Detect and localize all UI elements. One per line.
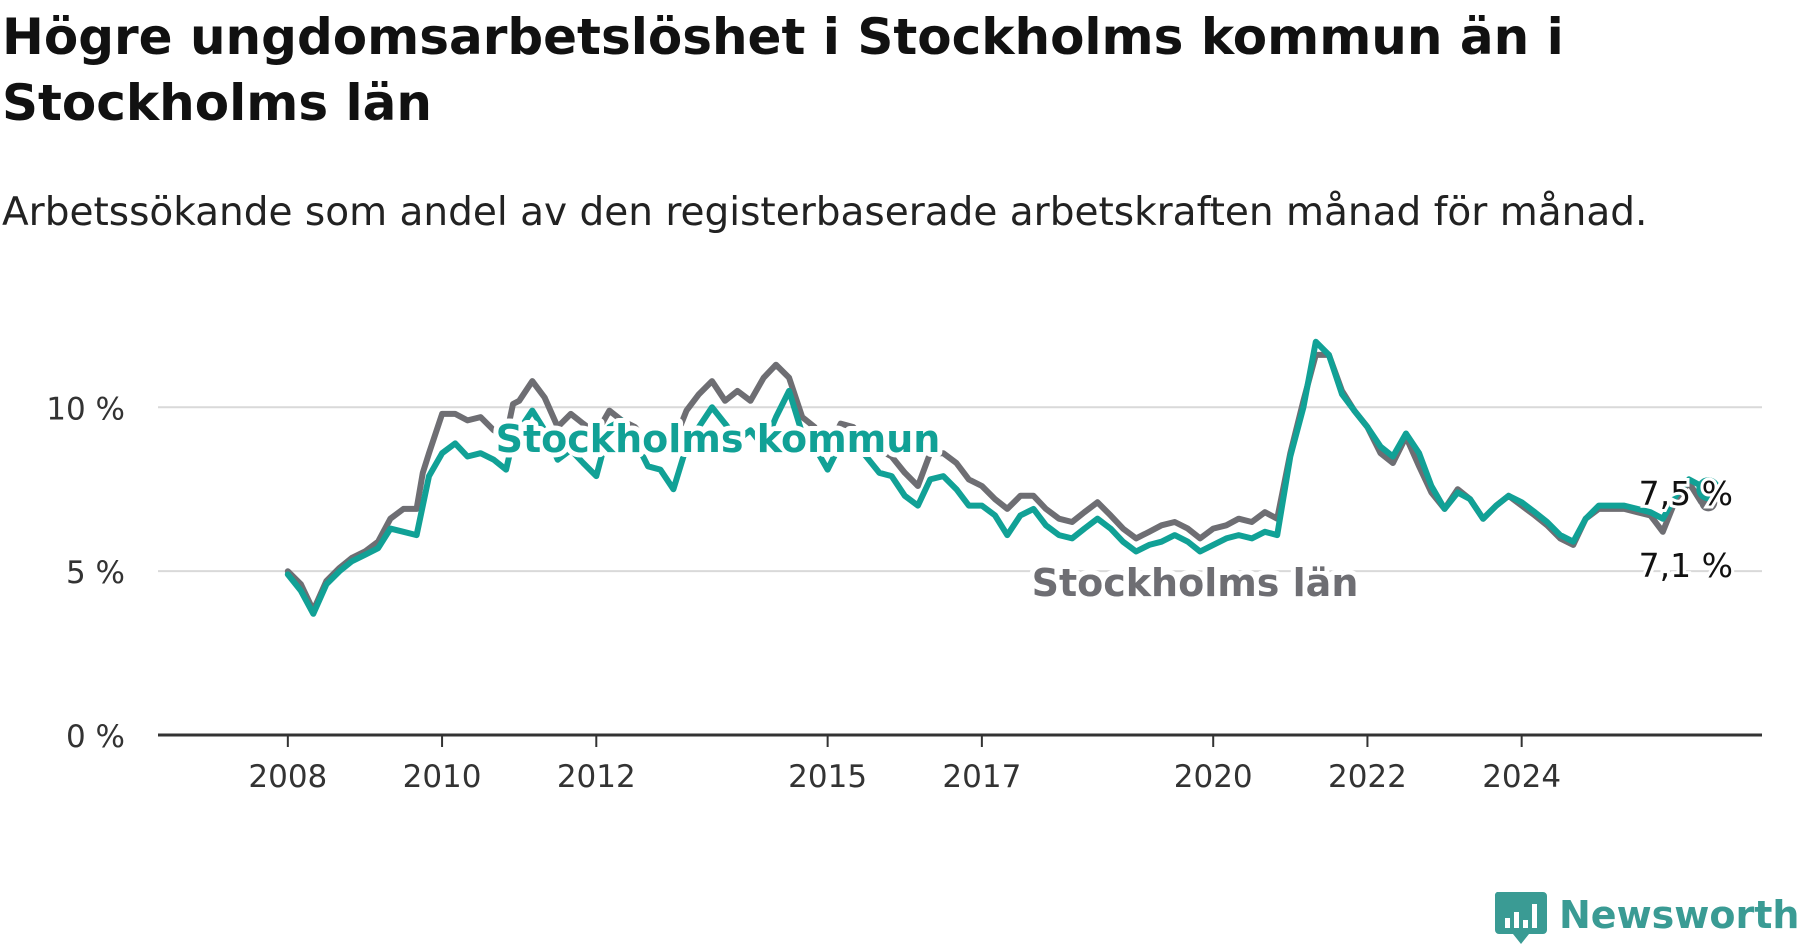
series-end-point [1696, 477, 1721, 502]
chart-title: Högre ungdomsarbetslöshet i Stockholms k… [2, 8, 1564, 132]
y-axis-ticks: 0 % 5 % 10 % [46, 391, 125, 755]
x-tick-label: 2010 [403, 759, 482, 795]
x-tick-label: 2024 [1482, 759, 1561, 795]
x-tick-label: 2008 [248, 759, 327, 795]
x-tick-label: 2015 [788, 759, 867, 795]
series-line-stockholms-lan [284, 351, 1712, 614]
y-tick-label: 0 % [66, 719, 125, 755]
newsworthy-bar-chart-icon [1494, 892, 1547, 944]
x-tick-label: 2012 [557, 759, 636, 795]
chart-subtitle: Arbetssökande som andel av den registerb… [2, 190, 1648, 235]
x-tick-label: 2017 [942, 759, 1021, 795]
y-tick-label: 10 % [46, 391, 125, 427]
gridlines [158, 406, 1762, 737]
series-name-label: Stockholms kommun [496, 417, 941, 461]
series-end-label: 7,5 % [1639, 474, 1733, 513]
x-tick-label: 2022 [1328, 759, 1407, 795]
line-chart: 0 %5 %10 % 2008 2010 2012 2015 2017 2020 2022 2… [46, 338, 1762, 795]
series-name-label: Stockholms län [1032, 561, 1359, 605]
y-tick-label: 5 % [66, 555, 125, 591]
x-axis-ticks: 2008 2010 2012 2015 2017 2020 2022 2024 [248, 735, 1561, 795]
brand-name: Newsworthy [1559, 893, 1800, 937]
series-end-label: 7,1 % [1639, 546, 1733, 585]
x-tick-label: 2020 [1174, 759, 1253, 795]
newsworthy-logo: Newsworthy [1493, 890, 1800, 946]
series-labels: Stockholms kommun Stockholms län 7,5 % 7,1 … [491, 412, 1736, 610]
series-lines [284, 338, 1721, 617]
series-line-stockholms-kommun [284, 338, 1712, 617]
